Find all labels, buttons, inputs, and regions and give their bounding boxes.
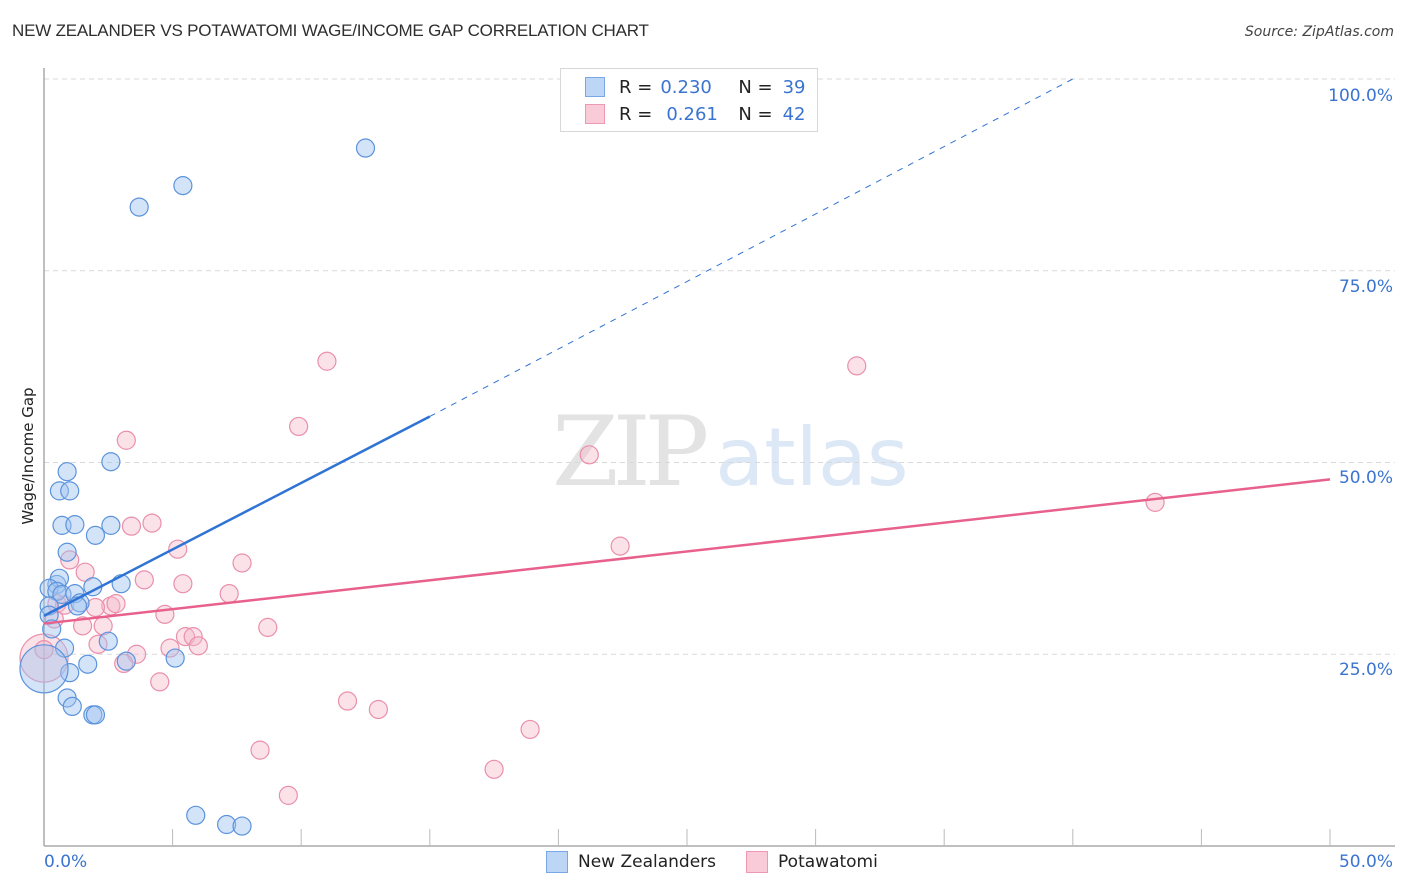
data-point[interactable] (847, 356, 867, 376)
data-point[interactable] (19, 644, 69, 694)
data-point[interactable] (188, 636, 208, 656)
legend-n-label: N = (738, 103, 773, 125)
new-zealanders-points (19, 138, 376, 836)
data-point[interactable] (520, 719, 540, 740)
y-tick-100: 100.0% (1328, 86, 1393, 106)
data-point[interactable] (142, 513, 162, 533)
data-point[interactable] (57, 462, 77, 482)
source-label: Source: ZipAtlas.com (1244, 24, 1394, 40)
blue-trend-extension (429, 78, 1074, 417)
data-point[interactable] (60, 550, 80, 570)
pink-trend-line (43, 478, 1331, 625)
data-point[interactable] (78, 654, 98, 674)
x-tick-0: 0.0% (44, 852, 88, 872)
data-point[interactable] (173, 176, 193, 196)
data-point[interactable] (57, 542, 77, 562)
data-point[interactable] (289, 416, 309, 437)
data-point[interactable] (610, 536, 630, 556)
data-point[interactable] (60, 481, 80, 501)
y-tick-25: 25.0% (1338, 660, 1393, 680)
data-point[interactable] (106, 594, 126, 614)
data-point[interactable] (579, 445, 599, 465)
potawatomi-points (19, 351, 1165, 805)
data-point[interactable] (368, 699, 388, 720)
data-point[interactable] (484, 759, 504, 779)
data-point[interactable] (134, 570, 154, 590)
data-point[interactable] (278, 785, 298, 805)
data-point[interactable] (60, 663, 80, 683)
data-point[interactable] (232, 816, 252, 836)
legend-r-label: R = (619, 76, 653, 98)
legend-swatch-pink (746, 851, 769, 873)
data-point[interactable] (160, 638, 180, 658)
data-point[interactable] (85, 525, 106, 545)
data-point[interactable] (186, 805, 206, 825)
data-point[interactable] (1145, 492, 1165, 512)
data-point[interactable] (258, 617, 278, 638)
legend-row-potawatomi: R = 0.261 N = 42 (585, 102, 806, 126)
data-point[interactable] (116, 430, 136, 450)
legend-swatch-pink (585, 104, 605, 124)
legend-item-new-zealanders[interactable]: New Zealanders (546, 851, 716, 873)
data-point[interactable] (337, 691, 358, 711)
blue-trend-line (43, 415, 431, 618)
data-point[interactable] (150, 672, 170, 692)
data-point[interactable] (101, 515, 121, 535)
data-point[interactable] (85, 705, 106, 725)
legend-swatch-blue (585, 77, 605, 97)
correlation-legend: R = 0.230 N = 39 R = 0.261 N = 42 (560, 68, 818, 132)
legend-r-value: 0.261 (666, 103, 718, 125)
x-tick-50: 50.0% (1338, 852, 1393, 872)
data-point[interactable] (355, 138, 376, 158)
data-point[interactable] (129, 197, 149, 217)
watermark-atlas: atlas (715, 411, 909, 504)
legend-label-potawatomi: Potawatomi (778, 852, 878, 872)
data-point[interactable] (232, 553, 252, 573)
y-tick-50: 50.0% (1338, 468, 1393, 488)
data-point[interactable] (98, 631, 118, 651)
data-point[interactable] (114, 653, 134, 674)
data-point[interactable] (183, 627, 203, 647)
data-point[interactable] (250, 740, 270, 760)
legend-n-value: 39 (782, 76, 806, 98)
data-point[interactable] (317, 351, 337, 371)
legend-r-value: 0.230 (660, 76, 712, 98)
legend-swatch-blue (546, 851, 568, 873)
data-point[interactable] (116, 651, 136, 671)
watermark-zip: ZIP (552, 396, 709, 508)
y-tick-75: 75.0% (1338, 277, 1393, 297)
legend-n-label: N = (738, 76, 773, 98)
legend-row-new-zealanders: R = 0.230 N = 39 (585, 75, 806, 99)
legend-r-label: R = (619, 103, 653, 125)
trend-lines (43, 78, 1331, 625)
legend-item-potawatomi[interactable]: Potawatomi (746, 851, 878, 873)
data-point[interactable] (72, 616, 93, 636)
data-point[interactable] (62, 696, 82, 717)
data-point[interactable] (173, 574, 193, 594)
data-point[interactable] (165, 648, 185, 668)
chart-title: NEW ZEALANDER VS POTAWATOMI WAGE/INCOME … (12, 21, 649, 40)
legend-n-value: 42 (782, 103, 806, 125)
data-point[interactable] (121, 516, 142, 536)
data-point[interactable] (219, 584, 239, 604)
series-legend: New Zealanders Potawatomi (546, 851, 908, 873)
data-point[interactable] (217, 814, 237, 835)
axes (43, 68, 1395, 847)
data-point[interactable] (65, 515, 85, 535)
legend-label-new-zealanders: New Zealanders (578, 852, 717, 872)
data-point[interactable] (101, 452, 121, 472)
y-axis-label: Wage/Income Gap (19, 387, 37, 525)
watermark: ZIP atlas (552, 404, 909, 506)
data-point[interactable] (49, 481, 70, 501)
